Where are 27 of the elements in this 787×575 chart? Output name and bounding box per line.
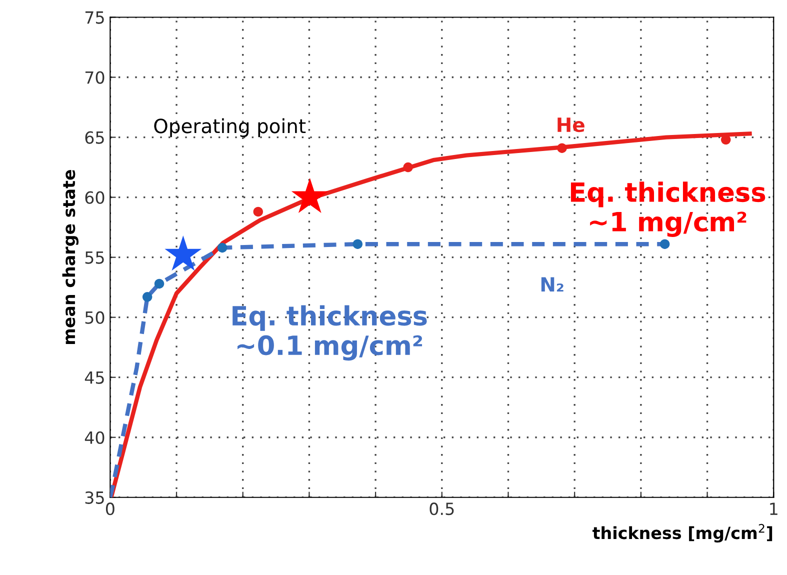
point [142, 292, 152, 302]
y-tick-label: 50 [85, 311, 104, 324]
point [154, 278, 164, 289]
series-label: He [558, 118, 584, 132]
x-tick-label: 1 [770, 502, 778, 515]
point [557, 143, 567, 153]
point [660, 239, 670, 249]
y-tick-label: 45 [84, 372, 104, 384]
series-label: N₂ [541, 277, 564, 292]
y-tick-label: 75 [85, 11, 104, 24]
annotation: Eq. thickness ~0.1 mg/cm² [232, 305, 427, 361]
y-tick-label: 65 [85, 131, 104, 144]
y-tick-label: 55 [85, 251, 104, 264]
x-tick-label: 0.5 [430, 502, 454, 516]
annotation: Eq. thickness ~1 mg/cm² [570, 182, 766, 237]
y-tick-label: 60 [85, 191, 104, 204]
y-tick-label: 40 [84, 431, 104, 444]
point [352, 239, 363, 249]
annotation: Operating point [154, 118, 306, 138]
point [253, 206, 263, 217]
point [217, 242, 228, 253]
y-axis-title: mean charge state [62, 170, 79, 344]
point [403, 162, 413, 172]
x-tick-label: 0 [106, 502, 114, 516]
y-tick-label: 35 [85, 491, 104, 504]
y-tick-label: 70 [85, 71, 104, 84]
x-axis-title: thickness [mg/cm$^{2}$] [592, 524, 772, 543]
